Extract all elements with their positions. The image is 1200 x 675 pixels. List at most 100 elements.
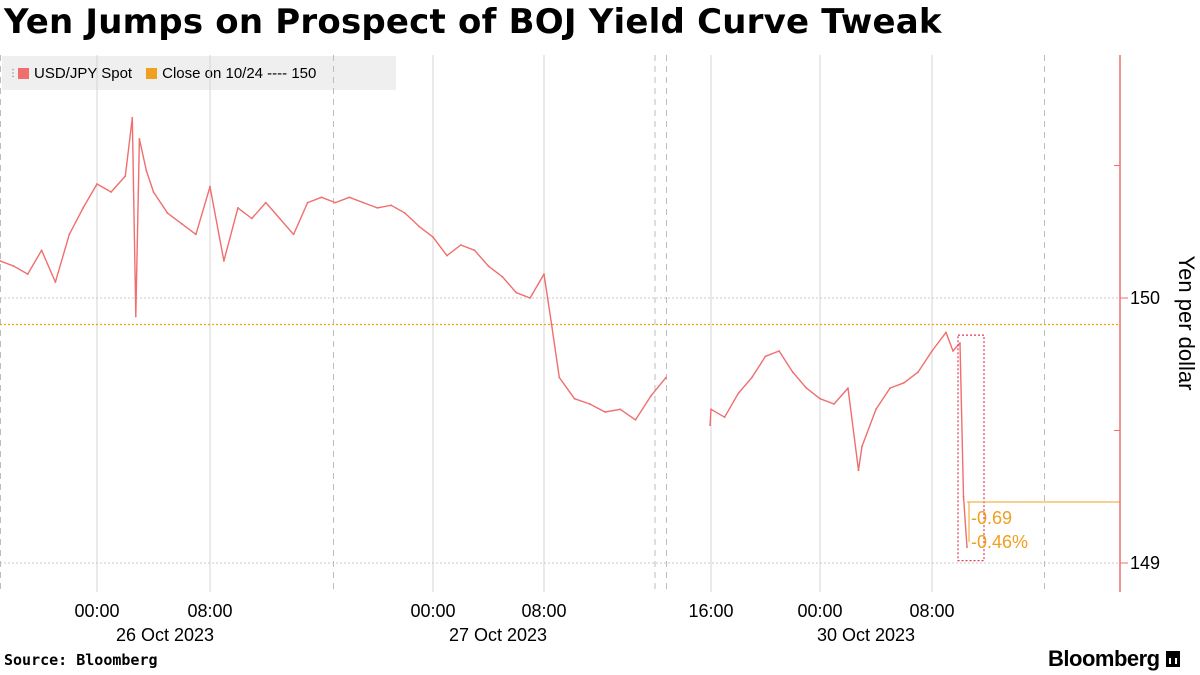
data-point: [966, 546, 968, 548]
data-point: [124, 175, 127, 178]
x-tick-time: 00:00: [74, 601, 119, 621]
legend-grip-icon: ⋮: [8, 67, 18, 79]
data-point: [634, 419, 637, 421]
data-point: [96, 183, 98, 185]
data-point: [833, 403, 835, 405]
data-point: [209, 185, 211, 188]
data-point: [952, 350, 954, 352]
chart-title: Yen Jumps on Prospect of BOJ Yield Curve…: [4, 2, 942, 42]
data-point: [432, 236, 434, 239]
data-point: [959, 342, 961, 344]
x-tick-labels: 00:00 26 Oct 2023 08:00 00:00 27 Oct 2023 08:…: [74, 601, 954, 645]
data-point: [473, 249, 476, 252]
data-point: [604, 411, 606, 413]
data-point: [152, 191, 155, 193]
data-point: [376, 207, 379, 209]
data-point: [418, 225, 420, 228]
annotation-group: -0.69 -0.46%: [957, 334, 1120, 562]
data-point: [737, 392, 740, 395]
data-point: [665, 376, 667, 379]
data-point: [404, 212, 406, 215]
data-point: [306, 201, 309, 204]
x-tick-time: 16:00: [688, 601, 733, 621]
legend-item-spot: USD/JPY Spot: [18, 65, 132, 82]
data-point: [945, 331, 947, 334]
legend-swatch-spot: [18, 67, 29, 79]
legend-label-close: Close on 10/24 ---- 150: [162, 64, 317, 82]
data-point: [334, 201, 337, 204]
data-point: [903, 381, 905, 384]
data-point: [180, 222, 183, 225]
data-point: [487, 265, 490, 268]
data-point: [26, 273, 29, 275]
data-point: [778, 350, 780, 352]
series-line-usdjpy: [0, 117, 667, 421]
highlight-box: [957, 334, 985, 562]
legend: ⋮ USD/JPY Spot Close on 10/24 ---- 150: [2, 56, 396, 90]
data-point: [446, 254, 448, 257]
y-axis-label: Yen per dollar: [1174, 256, 1199, 391]
data-point: [0, 260, 1, 262]
data-point: [166, 212, 169, 215]
data-point: [501, 275, 504, 278]
data-point: [138, 138, 141, 140]
data-point: [791, 371, 794, 374]
legend-label-spot: USD/JPY Spot: [34, 64, 133, 82]
data-point: [573, 397, 576, 400]
data-point: [723, 416, 726, 419]
data-point: [82, 207, 84, 209]
data-point: [292, 233, 295, 236]
source-note: Source: Bloomberg: [4, 651, 158, 669]
data-point: [529, 297, 531, 299]
data-point: [710, 408, 712, 411]
data-point: [54, 281, 57, 283]
data-point: [195, 233, 197, 236]
bloomberg-logo: Bloomberg: [1048, 646, 1180, 672]
data-point: [962, 495, 965, 498]
x-tick-date: 27 Oct 2023: [449, 625, 547, 645]
data-point: [857, 469, 860, 472]
data-point: [362, 201, 365, 204]
x-tick-time: 00:00: [410, 601, 455, 621]
legend-swatch-close: [146, 67, 158, 79]
data-point: [68, 233, 71, 236]
x-tick-time: 08:00: [187, 601, 232, 621]
series-line-usdjpy: [709, 331, 968, 548]
data-point: [131, 116, 134, 119]
data-point: [550, 323, 553, 326]
data-point: [110, 191, 112, 193]
data-point: [264, 201, 267, 204]
data-point: [459, 244, 462, 246]
x-tick-time: 00:00: [797, 601, 842, 621]
data-point: [250, 217, 253, 220]
data-point: [889, 387, 891, 389]
data-point: [619, 408, 622, 411]
data-point: [13, 265, 15, 268]
data-point: [320, 196, 323, 199]
data-point: [237, 207, 239, 209]
data-point: [40, 249, 43, 252]
data-point: [223, 260, 225, 262]
x-tick-date: 26 Oct 2023: [116, 625, 214, 645]
y-tick-label: 150: [1130, 288, 1160, 308]
data-point: [819, 397, 821, 400]
data-point: [134, 315, 137, 318]
data-point: [764, 355, 767, 358]
annotation-change-pct: -0.46%: [971, 532, 1028, 552]
data-point: [917, 371, 919, 374]
data-point: [588, 403, 591, 405]
x-tick-time: 08:00: [521, 601, 566, 621]
data-point: [390, 204, 393, 207]
data-point: [805, 387, 808, 389]
data-point: [649, 395, 652, 397]
data-point: [278, 217, 281, 220]
data-point: [348, 196, 351, 199]
data-point: [515, 291, 518, 294]
series-group: [0, 116, 968, 548]
x-tick-time: 08:00: [909, 601, 954, 621]
data-point: [543, 273, 545, 275]
legend-item-close: Close on 10/24 ---- 150: [146, 65, 316, 82]
data-point: [709, 424, 711, 427]
grid-lines: [0, 55, 1120, 592]
